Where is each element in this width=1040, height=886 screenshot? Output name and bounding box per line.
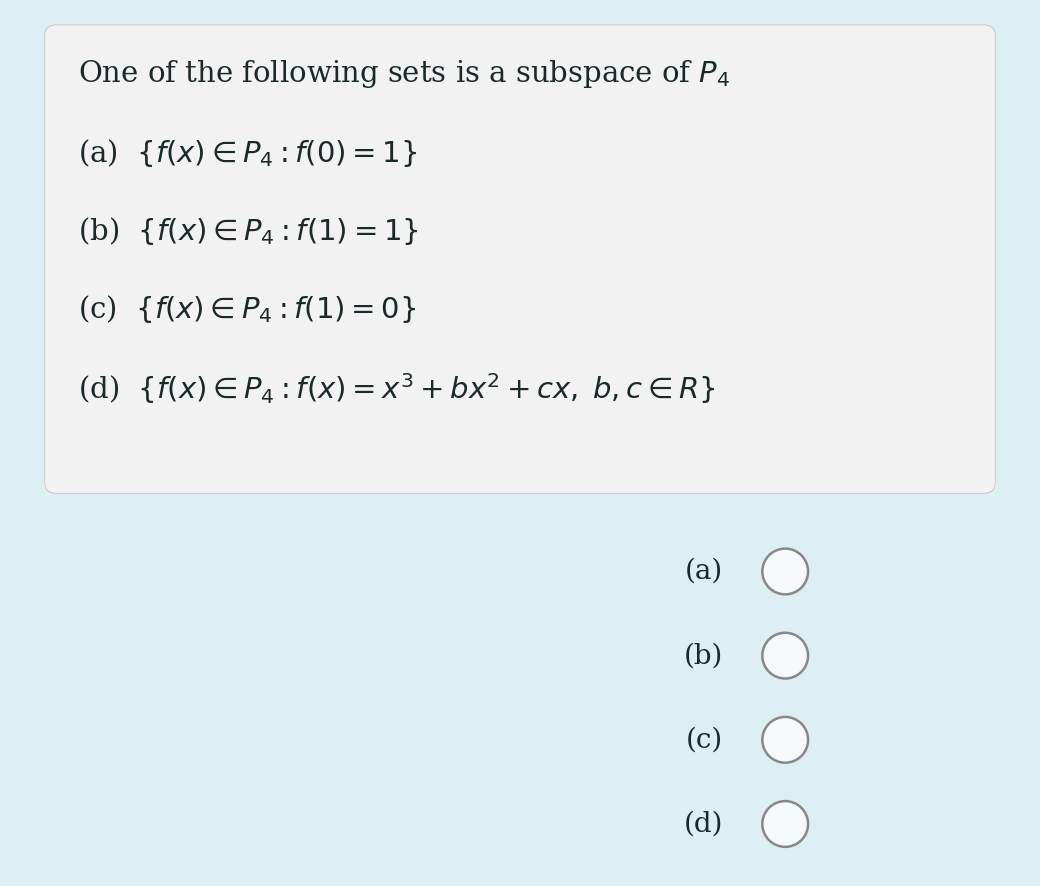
- Ellipse shape: [762, 801, 808, 847]
- Text: (c)  $\{f(x) \in P_4 : f(1) = 0\}$: (c) $\{f(x) \in P_4 : f(1) = 0\}$: [78, 293, 416, 325]
- Ellipse shape: [762, 548, 808, 595]
- Text: (d)  $\{f(x) \in P_4 : f(x) = x^3 + bx^2 + cx,\; b, c \in R\}$: (d) $\{f(x) \in P_4 : f(x) = x^3 + bx^2 …: [78, 371, 716, 406]
- Text: (a): (a): [684, 558, 723, 585]
- Text: (a)  $\{f(x) \in P_4 : f(0) = 1\}$: (a) $\{f(x) \in P_4 : f(0) = 1\}$: [78, 137, 417, 169]
- Text: One of the following sets is a subspace of $P_4$: One of the following sets is a subspace …: [78, 58, 730, 89]
- Ellipse shape: [762, 633, 808, 679]
- Text: (c): (c): [685, 727, 723, 753]
- FancyBboxPatch shape: [45, 25, 995, 494]
- Text: (d): (d): [683, 811, 723, 837]
- Text: (b)  $\{f(x) \in P_4 : f(1) = 1\}$: (b) $\{f(x) \in P_4 : f(1) = 1\}$: [78, 215, 418, 247]
- Ellipse shape: [762, 717, 808, 763]
- Text: (b): (b): [683, 642, 723, 669]
